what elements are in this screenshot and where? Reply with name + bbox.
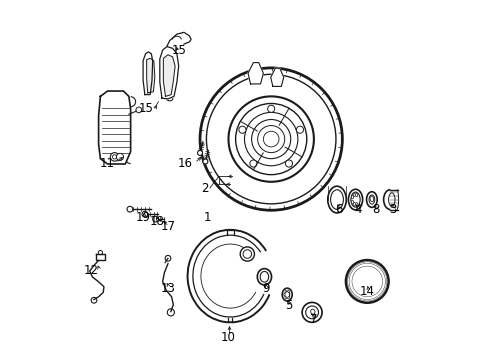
Text: 15: 15	[171, 44, 186, 57]
Ellipse shape	[260, 271, 268, 282]
Circle shape	[285, 160, 292, 167]
Circle shape	[98, 251, 102, 255]
Text: 10: 10	[221, 331, 235, 344]
Circle shape	[249, 160, 256, 167]
Text: 16: 16	[178, 157, 192, 171]
Ellipse shape	[368, 195, 374, 204]
Ellipse shape	[355, 193, 357, 197]
Circle shape	[127, 206, 133, 212]
Circle shape	[116, 153, 123, 161]
Circle shape	[348, 263, 385, 300]
Ellipse shape	[287, 296, 289, 299]
Circle shape	[267, 105, 274, 112]
Circle shape	[354, 269, 379, 293]
Polygon shape	[163, 55, 175, 96]
Polygon shape	[146, 58, 155, 93]
Circle shape	[243, 250, 251, 258]
Ellipse shape	[351, 195, 353, 199]
Text: 4: 4	[353, 203, 361, 216]
Ellipse shape	[284, 291, 289, 298]
Circle shape	[351, 266, 382, 297]
Circle shape	[203, 159, 207, 164]
Circle shape	[238, 126, 245, 133]
Circle shape	[345, 260, 388, 303]
Text: 15: 15	[139, 102, 153, 115]
Ellipse shape	[388, 193, 394, 206]
Ellipse shape	[330, 190, 343, 210]
Circle shape	[197, 150, 202, 156]
Text: 7: 7	[309, 313, 317, 326]
Text: 18: 18	[150, 216, 164, 229]
Circle shape	[257, 126, 284, 153]
Circle shape	[110, 153, 119, 161]
Polygon shape	[99, 91, 130, 164]
Ellipse shape	[355, 202, 357, 206]
Circle shape	[228, 96, 313, 182]
Ellipse shape	[310, 309, 314, 314]
Polygon shape	[247, 63, 263, 84]
Ellipse shape	[347, 189, 362, 210]
Circle shape	[349, 264, 384, 298]
Circle shape	[200, 68, 342, 210]
Ellipse shape	[282, 288, 292, 301]
Text: 11: 11	[100, 157, 114, 171]
Text: 9: 9	[262, 282, 269, 295]
Circle shape	[263, 131, 279, 147]
Circle shape	[167, 309, 174, 316]
Ellipse shape	[369, 196, 373, 202]
Ellipse shape	[285, 290, 286, 293]
Ellipse shape	[285, 296, 286, 299]
Ellipse shape	[283, 293, 285, 296]
Circle shape	[136, 107, 142, 113]
Ellipse shape	[352, 202, 355, 206]
Polygon shape	[160, 46, 178, 99]
Circle shape	[305, 306, 318, 319]
Text: 12: 12	[83, 264, 99, 277]
Circle shape	[359, 274, 374, 289]
Circle shape	[302, 302, 322, 322]
Text: 14: 14	[359, 284, 374, 297]
Circle shape	[91, 297, 97, 303]
Text: 3: 3	[389, 203, 396, 216]
Text: 2: 2	[201, 183, 208, 195]
Circle shape	[112, 155, 117, 159]
Polygon shape	[96, 254, 104, 260]
Circle shape	[235, 103, 306, 175]
Ellipse shape	[257, 269, 271, 285]
Text: 17: 17	[160, 220, 175, 234]
Ellipse shape	[366, 192, 376, 207]
Circle shape	[142, 211, 147, 217]
Ellipse shape	[287, 290, 289, 293]
Circle shape	[165, 256, 170, 261]
Text: 19: 19	[135, 211, 150, 224]
Text: 13: 13	[160, 282, 175, 295]
Ellipse shape	[352, 193, 355, 197]
Text: 8: 8	[371, 203, 378, 216]
Text: 6: 6	[334, 203, 342, 216]
Ellipse shape	[350, 192, 359, 207]
Circle shape	[296, 126, 303, 133]
Circle shape	[251, 120, 290, 159]
Polygon shape	[270, 68, 283, 86]
Text: 1: 1	[203, 211, 210, 224]
Circle shape	[206, 74, 335, 204]
Circle shape	[152, 216, 158, 222]
Polygon shape	[143, 52, 152, 95]
Circle shape	[240, 247, 254, 261]
Ellipse shape	[327, 186, 346, 213]
Circle shape	[347, 262, 386, 301]
Text: 5: 5	[285, 299, 292, 312]
Ellipse shape	[351, 200, 353, 204]
Circle shape	[244, 112, 297, 166]
